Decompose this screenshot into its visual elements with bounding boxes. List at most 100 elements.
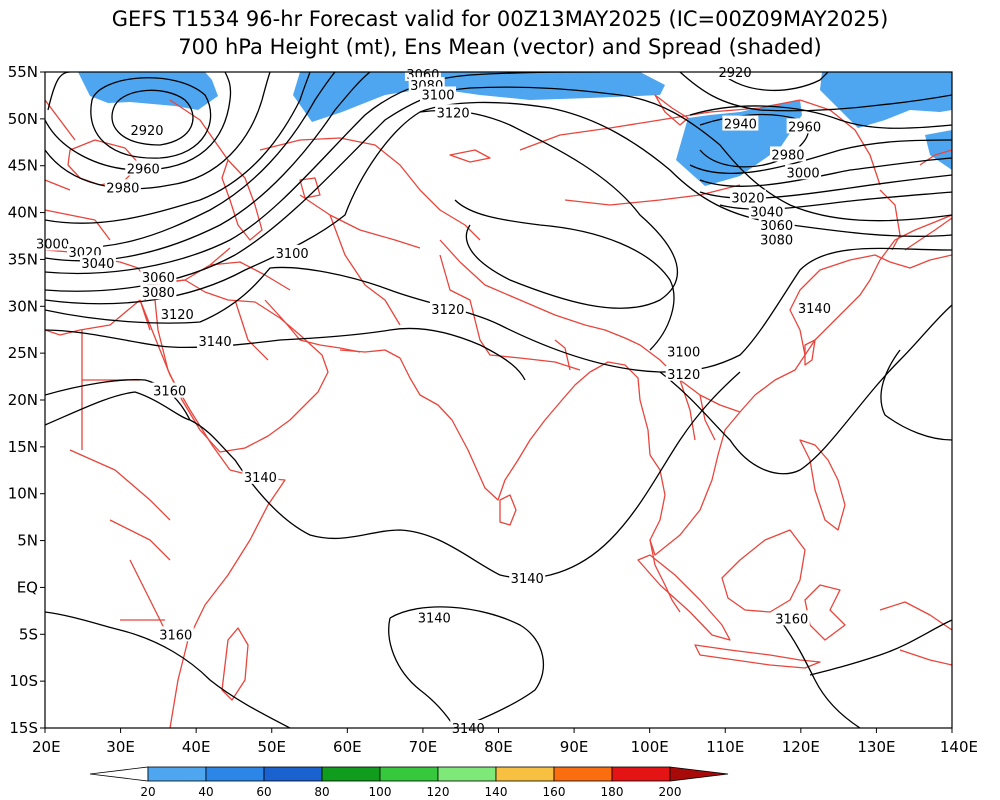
coast-aral — [299, 177, 321, 199]
colorbar-label: 40 — [198, 785, 213, 799]
contour-labels: 2920296029803000302030403060308031203140… — [34, 64, 833, 737]
contour-3140-s — [45, 371, 741, 579]
contour-label: 3140 — [244, 471, 277, 486]
coast-indochina — [649, 254, 952, 556]
x-tick-label: 100E — [631, 738, 669, 756]
y-tick-label: 40N — [8, 204, 38, 222]
contour-label: 3000 — [787, 166, 820, 181]
coast-lake-balkhash — [449, 149, 491, 163]
contour-3060 — [45, 72, 601, 275]
colorbar-label: 20 — [140, 785, 155, 799]
contour-label-bg — [420, 86, 457, 102]
contour-label-bg — [509, 570, 546, 586]
contour-label: 3020 — [731, 192, 764, 207]
contour-label: 3120 — [667, 368, 700, 383]
contour-label-bg — [748, 203, 785, 219]
contour-label-bg — [785, 164, 822, 180]
contour-label-bg — [157, 626, 194, 642]
contour-label: 3000 — [36, 237, 69, 252]
contour-2980-ne — [689, 139, 952, 175]
contour-label: 3140 — [798, 302, 831, 317]
coast-china — [804, 214, 952, 356]
coast-borneo — [721, 529, 806, 613]
x-tick-label: 120E — [782, 738, 820, 756]
contour-3020-w — [45, 72, 336, 249]
contour-label: 3080 — [142, 286, 175, 301]
contour-label: 3100 — [421, 88, 454, 103]
contour-label-bg — [773, 610, 810, 626]
contour-label-bg — [242, 468, 279, 484]
y-tick-label: EQ — [17, 578, 38, 596]
contour-3120-loop — [419, 109, 678, 309]
y-tick-label: 10N — [8, 485, 38, 503]
contour-label-bg — [758, 231, 795, 247]
colorbar-label: 120 — [427, 785, 450, 799]
contour-label: 3140 — [418, 611, 451, 626]
contour-2980 — [45, 72, 271, 190]
border-mongolia — [519, 99, 801, 206]
x-tick-label: 140E — [940, 738, 978, 756]
x-tick-label: 40E — [182, 738, 211, 756]
contour-3060-ne — [679, 72, 952, 112]
colorbar: 20 40 60 80 100 120 140 160 180 200 — [89, 766, 729, 799]
contour-label-bg — [197, 332, 234, 348]
x-tick-label: 110E — [706, 738, 744, 756]
y-tick-label: 5S — [19, 625, 38, 643]
border-russia-china — [799, 99, 881, 186]
contour-label: 3040 — [81, 257, 114, 272]
colorbar-segment — [263, 766, 323, 782]
contour-3000-ne — [699, 157, 952, 187]
contour-label: 3060 — [760, 219, 793, 234]
border-himalaya — [439, 239, 641, 346]
contour-label: 3140 — [199, 335, 232, 350]
contour-label-bg — [159, 305, 196, 321]
y-tick-label: 20N — [8, 391, 38, 409]
contour-label: 3100 — [276, 247, 309, 262]
y-tick-label: 15S — [9, 719, 38, 737]
contour-label-bg — [665, 343, 702, 359]
colorbar-segment — [379, 766, 439, 782]
y-tick-label: 45N — [8, 157, 38, 175]
contour-label-bg — [769, 146, 806, 162]
colorbar-segment — [611, 766, 671, 782]
contour-label: 2980 — [106, 181, 139, 196]
contour-2920-ne — [719, 72, 829, 92]
contour-label: 3060 — [142, 271, 175, 286]
colorbar-segment — [495, 766, 555, 782]
contour-label: 3120 — [431, 303, 464, 318]
y-tick-label: 50N — [8, 110, 38, 128]
contour-label: 3140 — [511, 572, 544, 587]
x-tick-label: 60E — [333, 738, 362, 756]
contour-label-bg — [796, 300, 833, 316]
contour-label-bg — [151, 382, 188, 398]
colorbar-right-arrow — [669, 766, 729, 782]
y-tick-label: 25N — [8, 344, 38, 362]
colorbar-label: 100 — [369, 785, 392, 799]
chart-title: GEFS T1534 96-hr Forecast valid for 00Z1… — [111, 7, 889, 31]
contour-label-bg — [125, 160, 162, 176]
coast-bay-bengal — [589, 361, 651, 456]
contour-3120 — [45, 247, 952, 373]
y-tick-label: 15N — [8, 438, 38, 456]
coast-india — [399, 357, 591, 501]
coast-sumatra — [637, 554, 731, 641]
y-tick-label: 10S — [9, 672, 38, 690]
x-tick-label: 80E — [484, 738, 513, 756]
border-africa-west — [69, 330, 171, 631]
contour-2940-ne — [699, 113, 809, 168]
contour-3160-e — [880, 349, 952, 441]
contour-label: 2940 — [724, 118, 757, 133]
spread-patch-siberia — [293, 72, 665, 122]
contour-3000-w — [45, 72, 311, 224]
contour-label-bg — [722, 115, 759, 131]
contour-label-bg — [140, 284, 177, 300]
contour-3140 — [45, 304, 952, 475]
contour-3160-sw — [45, 611, 291, 728]
x-tick-label: 50E — [257, 738, 286, 756]
contour-label: 3120 — [161, 308, 194, 323]
contour-3160-se — [779, 619, 952, 728]
colorbar-left-arrow — [89, 766, 149, 782]
contour-3140-loop — [388, 606, 545, 728]
colorbar-label: 80 — [314, 785, 329, 799]
contour-label: 2960 — [788, 120, 821, 135]
